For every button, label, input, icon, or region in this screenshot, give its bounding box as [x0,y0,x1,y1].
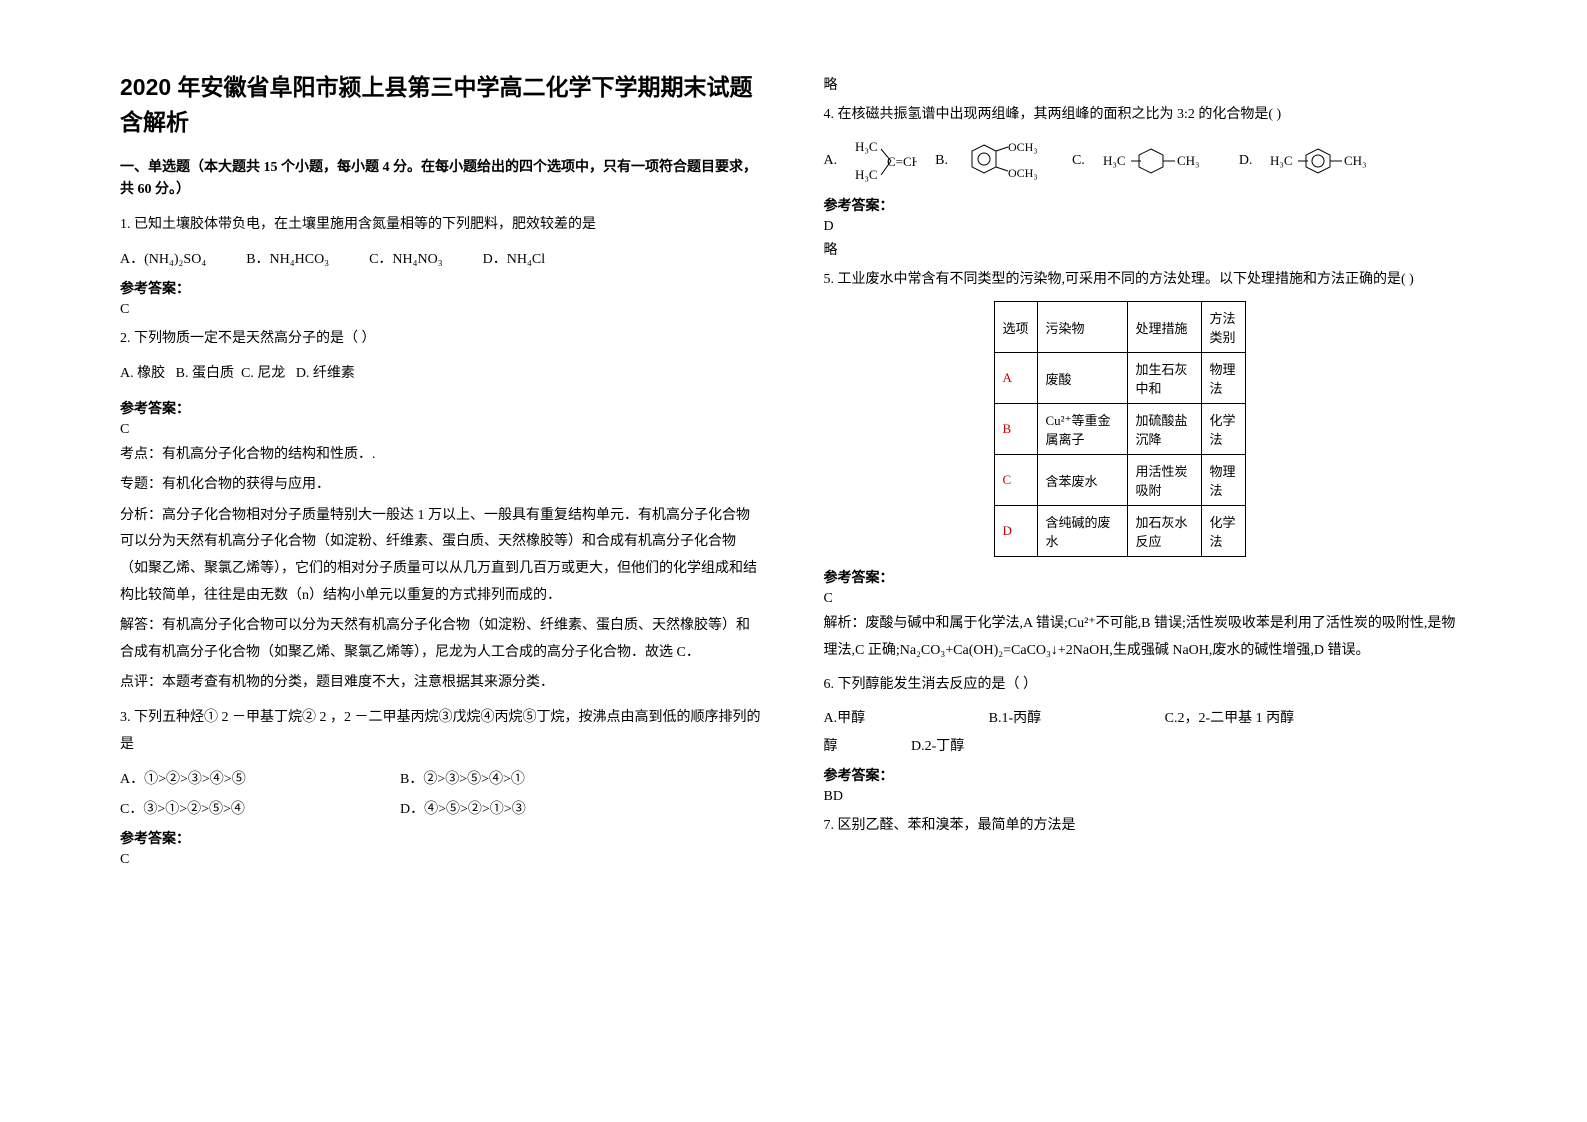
table-row: B Cu²⁺等重金属离子 加硫酸盐沉降 化学法 [994,404,1245,455]
svg-text:H₃C: H₃C [855,167,878,182]
q1-opt-c: C．NH₄NO₃ [369,248,443,268]
structure-a-icon: H₃C H₃C C=CH₂ [855,139,917,183]
table-header-row: 选项 污染物 处理措施 方法类别 [994,302,1245,353]
q5-table: 选项 污染物 处理措施 方法类别 A 废酸 加生石灰中和 物理法 B Cu²⁺等… [994,301,1246,557]
q3-row1: A．①>②>③>④>⑤ B．②>③>⑤>④>① [120,768,764,788]
section-heading: 一、单选题（本大题共 15 个小题，每小题 4 分。在每小题给出的四个选项中，只… [120,157,764,202]
q2-opt-b: B. 蛋白质 [176,366,234,381]
q4-note: 略 [824,239,1468,259]
q2-opt-c: C. 尼龙 [241,366,285,381]
cell: 废酸 [1037,353,1127,404]
q6-opt-a: A.甲醇 [824,711,866,726]
q1-opt-d: D．NH₄Cl [483,248,545,268]
cell: B [994,404,1037,455]
q4-lab-c: C. [1072,153,1085,169]
q4-structures: A. H₃C H₃C C=CH₂ B. OCH₃ OCH₃ C. H₃C CH₃… [824,137,1468,185]
q3-opt-b: B．②>③>⑤>④>① [400,768,680,788]
table-row: D 含纯碱的废水 加石灰水反应 化学法 [994,506,1245,557]
q2-opt-a: A. 橡胶 [120,366,165,381]
q2-text: 2. 下列物质一定不是天然高分子的是（ ） [120,326,764,353]
table-row: C 含苯废水 用活性炭吸附 物理法 [994,455,1245,506]
q6-answer: BD [824,789,1468,805]
svg-text:CH₃: CH₃ [1344,153,1367,168]
cell: D [994,506,1037,557]
q2-answer: C [120,422,764,438]
q4-lab-d: D. [1239,153,1253,169]
cell: 用活性炭吸附 [1127,455,1201,506]
answer-label: 参考答案： [120,278,764,298]
q5-jx: 解析：废酸与碱中和属于化学法,A 错误;Cu²⁺不可能,B 错误;活性炭吸收苯是… [824,611,1468,664]
q2-jd: 解答：有机高分子化合物可以分为天然有机高分子化合物（如淀粉、纤维素、蛋白质、天然… [120,613,764,666]
q6-opt-d: D.2-丁醇 [911,739,964,754]
svg-text:H₃C: H₃C [1103,153,1126,168]
answer-label: 参考答案： [824,765,1468,785]
q6-text: 6. 下列醇能发生消去反应的是（ ） [824,672,1468,699]
q2-fx: 分析：高分子化合物相对分子质量特别大一般达 1 万以上、一般具有重复结构单元．有… [120,503,764,609]
structure-c-icon: H₃C CH₃ [1103,145,1221,177]
q4-lab-b: B. [935,153,948,169]
q2-kp: 考点：有机高分子化合物的结构和性质．. [120,442,764,469]
cell: C [994,455,1037,506]
th-0: 选项 [994,302,1037,353]
q2-options: A. 橡胶 B. 蛋白质 C. 尼龙 D. 纤维素 [120,361,764,388]
q4-lab-a: A. [824,153,838,169]
cell: 加硫酸盐沉降 [1127,404,1201,455]
q2-zt: 专题：有机化合物的获得与应用． [120,472,764,499]
q6-opt-b: B.1-丙醇 [989,711,1042,726]
q3-text: 3. 下列五种烃① 2 －甲基丁烷② 2 ，2 －二甲基丙烷③戊烷④丙烷⑤丁烷，… [120,705,764,758]
table-row: A 废酸 加生石灰中和 物理法 [994,353,1245,404]
cell: 加生石灰中和 [1127,353,1201,404]
q3-opt-c: C．③>①>②>⑤>④ [120,798,400,818]
answer-label: 参考答案： [120,828,764,848]
cell: 含苯废水 [1037,455,1127,506]
q3-note: 略 [824,74,1468,94]
q1-options: A．(NH₄)₂SO₄ B．NH₄HCO₃ C．NH₄NO₃ D．NH₄Cl [120,248,764,268]
structure-b-icon: OCH₃ OCH₃ [966,137,1054,185]
svg-text:H₃C: H₃C [1270,153,1293,168]
q6-row1: A.甲醇 B.1-丙醇 C.2，2-二甲基 1 丙醇 [824,707,1468,727]
q6-cont: 醇 [824,739,838,754]
q1-text: 1. 已知土壤胶体带负电，在土壤里施用含氮量相等的下列肥料，肥效较差的是 [120,212,764,239]
cell: 加石灰水反应 [1127,506,1201,557]
q6-row2: 醇 D.2-丁醇 [824,735,1468,755]
q5-text: 5. 工业废水中常含有不同类型的污染物,可采用不同的方法处理。以下处理措施和方法… [824,267,1468,294]
th-3: 方法类别 [1201,302,1245,353]
svg-text:H₃C: H₃C [855,139,878,154]
q2-dp: 点评：本题考查有机物的分类，题目难度不大，注意根据其来源分类． [120,670,764,697]
q1-answer: C [120,302,764,318]
q4-answer: D [824,219,1468,235]
structure-d-icon: H₃C CH₃ [1270,145,1388,177]
q2-opt-d: D. 纤维素 [296,366,355,381]
svg-text:C=CH₂: C=CH₂ [887,154,917,169]
q4-text: 4. 在核磁共振氢谱中出现两组峰，其两组峰的面积之比为 3:2 的化合物是( ) [824,102,1468,129]
answer-label: 参考答案： [120,398,764,418]
answer-label: 参考答案： [824,195,1468,215]
q3-answer: C [120,852,764,868]
cell: 物理法 [1201,455,1245,506]
q7-text: 7. 区别乙醛、苯和溴苯，最简单的方法是 [824,813,1468,840]
svg-text:OCH₃: OCH₃ [1008,140,1038,154]
cell: 化学法 [1201,506,1245,557]
q3-opt-a: A．①>②>③>④>⑤ [120,768,400,788]
svg-text:CH₃: CH₃ [1177,153,1200,168]
cell: 物理法 [1201,353,1245,404]
page-title: 2020 年安徽省阜阳市颍上县第三中学高二化学下学期期末试题含解析 [120,70,764,139]
q5-answer: C [824,591,1468,607]
th-2: 处理措施 [1127,302,1201,353]
cell: 含纯碱的废水 [1037,506,1127,557]
svg-text:OCH₃: OCH₃ [1008,166,1038,180]
q1-opt-b: B．NH₄HCO₃ [246,248,329,268]
cell: Cu²⁺等重金属离子 [1037,404,1127,455]
q3-opt-d: D．④>⑤>②>①>③ [400,798,680,818]
q6-opt-c: C.2，2-二甲基 1 丙醇 [1165,711,1295,726]
cell: A [994,353,1037,404]
q1-opt-a: A．(NH₄)₂SO₄ [120,248,206,268]
answer-label: 参考答案： [824,567,1468,587]
q3-row2: C．③>①>②>⑤>④ D．④>⑤>②>①>③ [120,798,764,818]
cell: 化学法 [1201,404,1245,455]
th-1: 污染物 [1037,302,1127,353]
